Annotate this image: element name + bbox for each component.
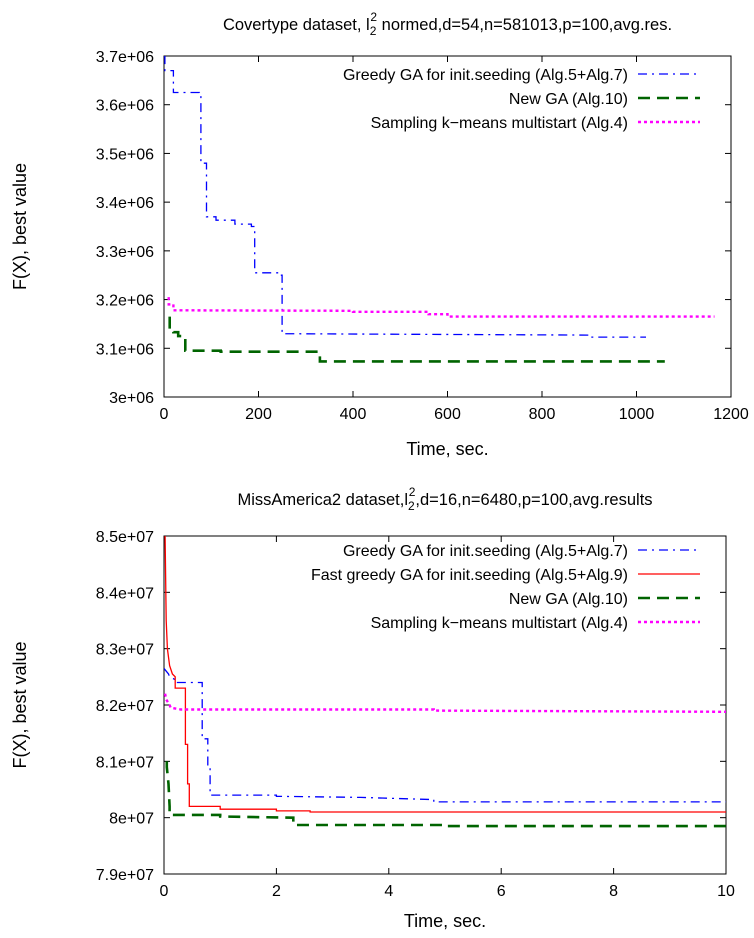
chart-title: MissAmerica2 dataset,l22,d=16,n=6480,p=1…: [237, 485, 652, 513]
legend-label: Fast greedy GA for init.seeding (Alg.5+A…: [311, 567, 628, 584]
y-tick-label: 3.3e+06: [96, 244, 154, 261]
y-tick-label: 8.2e+07: [96, 698, 154, 715]
y-axis-label: F(X), best value: [10, 163, 30, 290]
series-line-1: [164, 56, 646, 338]
x-tick-label: 4: [384, 883, 393, 900]
series-line-1: [164, 667, 726, 803]
legend-label: New GA (Alg.10): [509, 91, 628, 108]
x-tick-label: 200: [245, 406, 272, 423]
x-tick-label: 2: [272, 883, 281, 900]
series-line-2: [168, 316, 665, 363]
plot-frame: [163, 55, 732, 398]
x-tick-label: 8: [609, 883, 618, 900]
legend-label: Sampling k−means multistart (Alg.4): [371, 615, 628, 632]
x-tick-label: 6: [497, 883, 506, 900]
y-tick-label: 3.5e+06: [96, 146, 154, 163]
series-line-3: [167, 297, 715, 318]
legend-label: Greedy GA for init.seeding (Alg.5+Alg.7): [343, 67, 628, 84]
y-tick-label: 3.1e+06: [96, 341, 154, 358]
y-tick-label: 3.2e+06: [96, 293, 154, 310]
series-line-3: [165, 761, 726, 828]
series-line-2: [164, 536, 726, 813]
y-tick-label: 3.7e+06: [96, 49, 154, 66]
x-tick-label: 1000: [619, 406, 655, 423]
x-tick-label: 1200: [713, 406, 749, 423]
chart-2: MissAmerica2 dataset,l22,d=16,n=6480,p=1…: [10, 485, 735, 931]
y-tick-label: 3e+06: [109, 390, 154, 407]
x-tick-label: 600: [434, 406, 461, 423]
x-tick-label: 0: [160, 406, 169, 423]
y-tick-label: 7.9e+07: [96, 867, 154, 884]
x-tick-label: 10: [717, 883, 735, 900]
chart-title: Covertype dataset, l22 normed,d=54,n=581…: [223, 10, 672, 38]
legend-label: New GA (Alg.10): [509, 591, 628, 608]
x-tick-label: 0: [160, 883, 169, 900]
y-tick-label: 8.4e+07: [96, 585, 154, 602]
y-tick-label: 3.4e+06: [96, 195, 154, 212]
legend-label: Sampling k−means multistart (Alg.4): [371, 115, 628, 132]
plot-frame: [163, 535, 727, 875]
y-tick-label: 3.6e+06: [96, 98, 154, 115]
legend-label: Greedy GA for init.seeding (Alg.5+Alg.7): [343, 543, 628, 560]
y-tick-label: 8e+07: [109, 811, 154, 828]
y-axis-label: F(X), best value: [10, 641, 30, 768]
y-tick-label: 8.3e+07: [96, 642, 154, 659]
y-tick-label: 8.1e+07: [96, 754, 154, 771]
x-tick-label: 800: [529, 406, 556, 423]
chart-1: Covertype dataset, l22 normed,d=54,n=581…: [10, 10, 749, 459]
y-tick-label: 8.5e+07: [96, 529, 154, 546]
series-line-4: [164, 693, 726, 713]
x-tick-label: 400: [340, 406, 367, 423]
x-axis-label: Time, sec.: [404, 911, 486, 931]
x-axis-label: Time, sec.: [406, 439, 488, 459]
